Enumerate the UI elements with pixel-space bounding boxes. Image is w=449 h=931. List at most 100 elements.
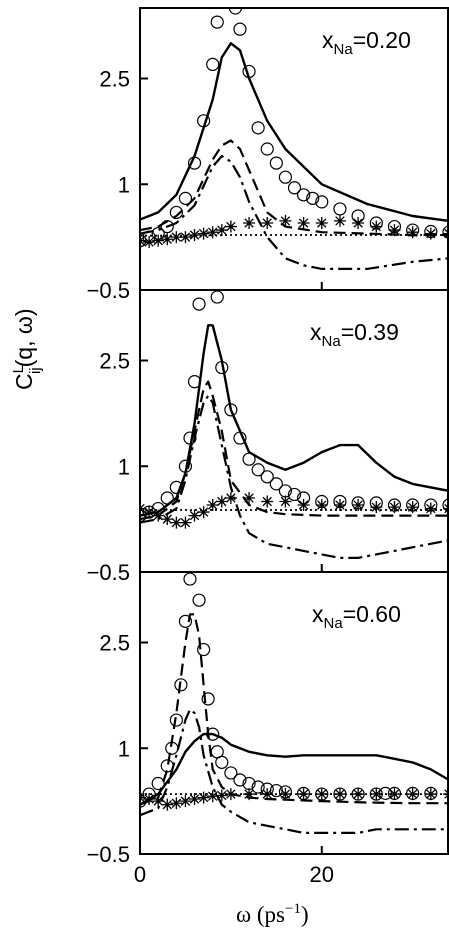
circle-data-point	[160, 491, 174, 505]
dashed-series-line	[140, 139, 449, 237]
y-tick-label: −0.5	[87, 278, 130, 303]
circle-data-point	[251, 463, 265, 477]
composition-label-value: =0.39	[341, 319, 399, 345]
star-data-point	[170, 516, 183, 529]
circle-data-point	[269, 477, 283, 491]
solid-series-line	[140, 42, 449, 223]
star-data-point	[179, 231, 192, 244]
solid-series-line	[140, 732, 449, 806]
star-data-point	[370, 220, 383, 233]
circle-data-point	[178, 614, 193, 628]
star-data-point	[424, 788, 437, 801]
star-data-point	[424, 502, 437, 515]
circle-data-point	[165, 741, 179, 755]
composition-label-main: x	[312, 601, 324, 627]
star-data-point	[161, 513, 174, 526]
circle-data-point	[287, 487, 302, 502]
star-data-point	[388, 224, 401, 237]
circle-data-point	[178, 191, 193, 205]
y-tick-label: 1	[118, 736, 130, 761]
y-tick-label: 2.5	[99, 631, 130, 656]
circle-data-point	[260, 142, 274, 156]
circle-data-point	[210, 290, 224, 304]
star-data-point	[243, 217, 256, 230]
dashdot-series-line	[140, 394, 449, 559]
circle-data-point	[183, 431, 197, 445]
panel-data-layer	[140, 290, 449, 559]
circle-data-point	[187, 156, 202, 170]
star-data-point	[315, 788, 328, 801]
svg-text:CLij(q, ω): CLij(q, ω)	[10, 309, 44, 391]
star-data-point	[179, 795, 192, 808]
star-data-point	[261, 788, 274, 801]
circle-data-point	[197, 642, 211, 657]
dotted-series-line	[140, 234, 449, 237]
star-data-point	[206, 499, 219, 512]
circle-data-point	[251, 780, 265, 794]
circle-data-point	[233, 773, 247, 787]
circle-data-point	[224, 403, 238, 417]
composition-label-value: =0.60	[343, 601, 401, 627]
star-data-point	[197, 227, 210, 240]
star-data-point	[297, 217, 310, 230]
circle-data-point	[160, 219, 174, 234]
y-axis-label-sup: L	[10, 365, 27, 373]
circle-data-point	[206, 727, 220, 741]
composition-label-sub: Na	[324, 615, 344, 632]
composition-label: xNa=0.39	[310, 319, 399, 350]
circle-data-point	[278, 170, 293, 184]
circle-data-point	[296, 188, 311, 202]
y-axis-label-sub: ij	[27, 367, 44, 374]
circle-data-point	[183, 572, 197, 586]
circle-data-point	[169, 205, 183, 220]
y-tick-label: 1	[118, 454, 130, 479]
circle-data-point	[233, 431, 247, 445]
panel-data-layer	[140, 8, 449, 270]
star-data-point	[170, 231, 183, 244]
star-data-point	[161, 233, 174, 246]
circle-data-point	[224, 766, 238, 780]
circle-data-point	[242, 452, 256, 466]
star-data-point	[224, 788, 237, 801]
star-data-point	[261, 495, 274, 508]
star-data-point	[161, 798, 174, 811]
star-data-point	[352, 788, 365, 801]
panel-data-layer	[140, 572, 449, 834]
circle-data-point	[187, 375, 202, 389]
composition-label-sub: Na	[334, 41, 354, 58]
star-data-point	[261, 217, 274, 230]
svg-text:ω (ps−1): ω (ps−1)	[236, 901, 309, 927]
star-data-point	[315, 499, 328, 512]
star-data-point	[388, 788, 401, 801]
y-tick-label: 2.5	[99, 349, 130, 374]
circle-data-point	[151, 776, 165, 791]
star-data-point	[370, 501, 383, 514]
x-axis-label: ω (ps−1)	[236, 901, 309, 927]
circle-data-point	[215, 360, 229, 375]
star-data-point	[170, 797, 183, 810]
star-data-point	[315, 217, 328, 230]
circle-data-point	[442, 498, 449, 512]
circle-data-point	[442, 225, 449, 239]
star-data-point	[152, 795, 165, 808]
y-axis-label: CLij(q, ω)	[10, 309, 44, 391]
circle-data-point	[201, 692, 215, 706]
circle-data-point	[169, 713, 183, 727]
star-data-point	[406, 788, 419, 801]
circle-data-point	[315, 195, 329, 209]
star-data-point	[188, 509, 201, 522]
circle-data-point	[260, 470, 274, 484]
star-data-point	[197, 791, 210, 804]
circle-data-point	[378, 786, 392, 800]
star-data-point	[188, 793, 201, 806]
circle-data-point	[160, 759, 174, 773]
circle-data-point	[210, 15, 224, 29]
star-data-point	[206, 790, 219, 803]
star-data-point	[297, 499, 310, 512]
circle-data-point	[287, 181, 302, 195]
star-data-point	[224, 220, 237, 233]
star-data-point	[279, 788, 292, 801]
